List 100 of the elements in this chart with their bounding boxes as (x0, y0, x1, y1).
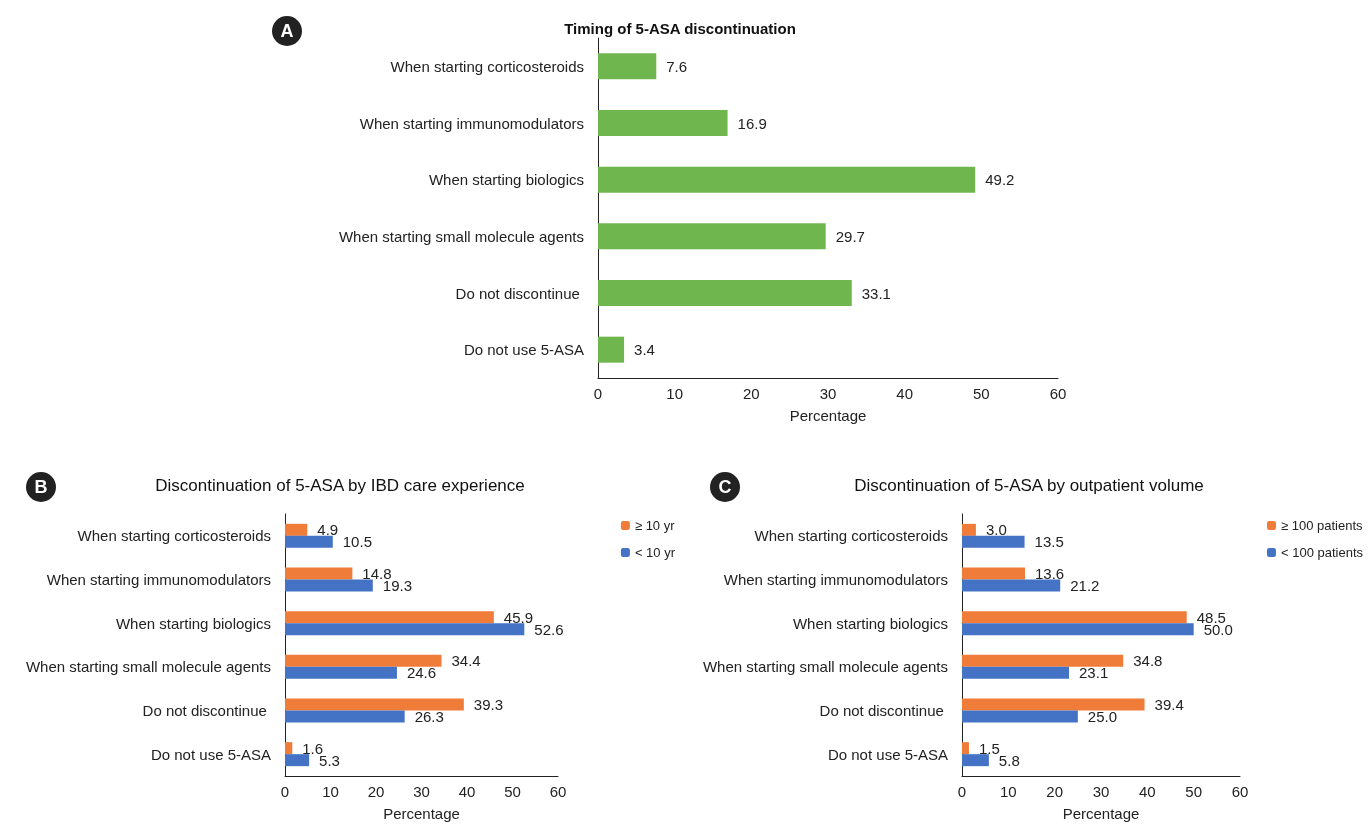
legend-label: < 10 yr (634, 545, 676, 560)
x-tick-label: 60 (1049, 385, 1067, 402)
x-tick-label: 50 (504, 783, 521, 800)
y-tick-label: Do not use 5-ASA (150, 745, 271, 763)
x-tick-label: 30 (1092, 783, 1110, 800)
y-tick-label: When starting biologics (792, 614, 948, 632)
y-tick-label: When starting biologics (428, 171, 584, 189)
y-tick-label: When starting biologics (115, 614, 271, 632)
x-tick-label: 10 (999, 783, 1017, 800)
x-tick-label: 50 (1185, 783, 1203, 800)
x-tick-label: 30 (413, 783, 430, 800)
bar (598, 110, 728, 136)
data-label: 3.4 (634, 341, 655, 359)
data-label: 39.3 (473, 696, 504, 713)
bar (285, 579, 373, 592)
legend-label: ≥ 100 patients (1280, 518, 1364, 533)
data-label: 49.2 (985, 171, 1015, 189)
y-tick-label: Do not discontinue (455, 284, 584, 302)
chart-title: Timing of 5-ASA discontinuation (564, 20, 796, 37)
data-label: 5.8 (998, 751, 1020, 769)
text: B (26, 472, 56, 502)
x-axis-title: Percentage (1062, 805, 1140, 822)
y-tick-label: Do not discontinue (142, 702, 271, 719)
bar (962, 523, 976, 536)
x-tick-label: 0 (957, 783, 967, 800)
y-tick-label: When starting corticosteroids (77, 527, 271, 545)
x-tick-label: 40 (896, 385, 914, 402)
bar (285, 710, 405, 723)
y-tick-label: When starting small molecule agents (338, 227, 584, 245)
bar (285, 754, 310, 767)
data-label: 33.1 (861, 284, 891, 302)
data-label: 13.5 (1034, 533, 1064, 551)
data-label: 16.9 (737, 114, 767, 132)
data-label: 34.8 (1133, 652, 1163, 670)
bar (285, 654, 442, 667)
data-label: 1.5 (978, 739, 1000, 757)
bar (962, 535, 1025, 548)
data-label: 14.8 (362, 565, 392, 582)
y-tick-label: When starting corticosteroids (390, 57, 584, 75)
text: C (710, 472, 740, 502)
y-tick-label: When starting small molecule agents (702, 658, 948, 676)
y-tick-label: Do not use 5-ASA (463, 341, 584, 359)
data-label: 1.6 (302, 739, 324, 757)
bar (285, 698, 464, 711)
data-label: 7.6 (666, 57, 688, 75)
x-tick-label: 40 (458, 783, 476, 800)
chart-title: Discontinuation of 5-ASA by outpatient volume (854, 476, 1204, 495)
bar (285, 623, 525, 636)
bar (598, 336, 625, 363)
x-tick-label: 10 (322, 783, 339, 800)
data-label: 34.4 (451, 652, 481, 670)
bar (598, 223, 826, 250)
data-label: 52.6 (534, 620, 564, 638)
data-label: 21.2 (1070, 577, 1100, 594)
y-tick-label: When starting corticosteroids (754, 527, 948, 545)
y-tick-label: When starting small molecule agents (25, 658, 271, 676)
text: A (272, 16, 302, 46)
data-label: 10.5 (342, 533, 372, 551)
data-label: 26.3 (414, 708, 444, 725)
bar (962, 698, 1145, 711)
data-label: 24.6 (406, 664, 437, 682)
bar (962, 666, 1070, 679)
x-tick-label: 50 (972, 385, 990, 402)
data-label: 39.4 (1154, 696, 1184, 713)
bar (285, 535, 333, 548)
bar (285, 523, 308, 536)
x-axis-title: Percentage (383, 805, 460, 822)
y-tick-label: Do not use 5-ASA (827, 745, 948, 763)
bar (285, 742, 293, 755)
y-tick-label: When starting immunomodulators (723, 571, 948, 588)
x-tick-label: 20 (1046, 783, 1064, 800)
bar (285, 611, 494, 624)
data-label: 29.7 (835, 227, 865, 245)
bar (962, 579, 1061, 592)
data-label: 4.9 (317, 521, 339, 539)
bar (598, 166, 976, 193)
x-tick-label: 20 (742, 385, 760, 402)
x-tick-label: 0 (280, 783, 290, 800)
legend-label: < 100 patients (1280, 545, 1364, 560)
x-tick-label: 10 (666, 385, 684, 402)
data-label: 45.9 (503, 608, 534, 626)
x-tick-label: 20 (367, 783, 385, 800)
x-tick-label: 60 (549, 783, 567, 800)
legend-label: ≥ 10 yr (634, 518, 676, 533)
bar (962, 654, 1124, 667)
y-tick-label: When starting immunomodulators (359, 114, 584, 132)
x-axis-title: Percentage (789, 407, 867, 424)
bar (962, 623, 1194, 636)
bar (285, 666, 397, 679)
bar (598, 280, 852, 306)
chart-title: Discontinuation of 5-ASA by IBD care experience (155, 476, 525, 495)
bar (962, 611, 1187, 624)
data-label: 25.0 (1087, 708, 1118, 725)
data-label: 3.0 (985, 521, 1007, 539)
x-tick-label: 30 (819, 385, 837, 402)
data-label: 23.1 (1079, 664, 1109, 682)
x-tick-label: 60 (1231, 783, 1249, 800)
data-label: 13.6 (1035, 565, 1065, 582)
x-tick-label: 40 (1138, 783, 1156, 800)
bar (285, 567, 353, 580)
